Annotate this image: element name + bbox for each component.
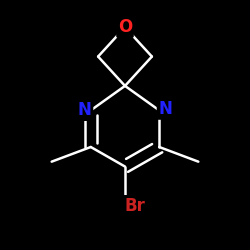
Text: N: N <box>158 100 172 118</box>
Text: N: N <box>78 101 92 119</box>
Text: Br: Br <box>124 197 145 215</box>
Text: O: O <box>118 18 132 36</box>
